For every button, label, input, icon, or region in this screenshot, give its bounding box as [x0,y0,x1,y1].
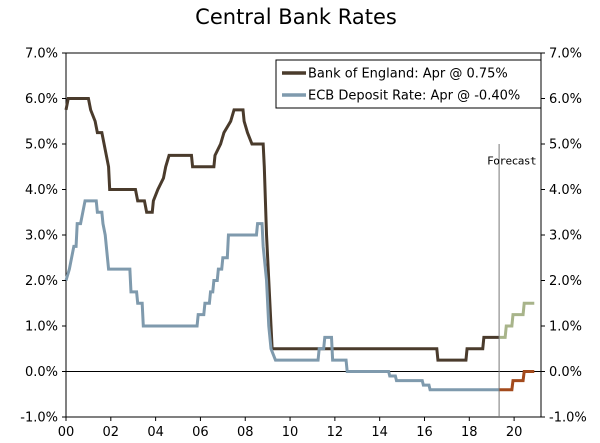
forecast-annotation: Forecast [487,154,536,167]
y-tick-label-left: 1.0% [25,320,58,335]
y-tick-label-left: 0.0% [25,365,58,380]
y-axis-left: 7.0% 6.0% 5.0% 4.0% 3.0% 2.0% 1.0% 0.0% -1.0% [20,47,66,426]
x-tick-label: 06 [192,425,209,440]
series-forecast-ecb-deposit-rate [499,301,535,339]
x-tick-label: 08 [237,425,254,440]
x-tick-label: 16 [416,425,433,440]
y-tick-label-right: -1.0% [549,411,587,426]
y-tick-label-left: 5.0% [25,138,58,153]
y-tick-label-right: 3.0% [549,229,582,244]
y-tick-label-right: 7.0% [549,47,582,62]
y-tick-label-left: 4.0% [25,183,58,198]
y-tick-label-left: -1.0% [20,411,58,426]
y-tick-label-right: 5.0% [549,138,582,153]
y-tick-label-left: 7.0% [25,47,58,62]
y-tick-label-left: 2.0% [25,274,58,289]
y-tick-label-right: 1.0% [549,320,582,335]
legend-box [275,59,542,109]
y-tick-label-right: 0.0% [549,365,582,380]
series-line-bank-of-england [64,97,500,362]
legend-label-ecb-deposit-rate: ECB Deposit Rate: Apr @ -0.40% [308,89,520,104]
x-tick-label: 02 [103,425,120,440]
x-tick-label: 10 [282,425,299,440]
series-forecast-bank-of-england [499,370,535,392]
x-tick-label: 12 [327,425,344,440]
chart-title: Central Bank Rates [195,5,397,29]
y-tick-label-left: 3.0% [25,229,58,244]
y-tick-label-left: 6.0% [25,92,58,107]
y-tick-label-right: 6.0% [549,92,582,107]
y-tick-label-right: 4.0% [549,183,582,198]
legend-label-bank-of-england: Bank of England: Apr @ 0.75% [308,67,508,82]
x-tick-label: 20 [506,425,523,440]
x-tick-label: 00 [58,425,75,440]
y-tick-label-right: 2.0% [549,274,582,289]
legend: Bank of England: Apr @ 0.75% ECB Deposit… [275,59,542,109]
series-line-ecb-deposit-rate [64,199,500,392]
series-layer [64,97,535,392]
x-tick-label: 18 [461,425,478,440]
x-tick-label: 14 [371,425,388,440]
x-axis: 00 02 04 06 08 10 12 14 16 18 20 [58,417,523,440]
y-axis-right: 7.0% 6.0% 5.0% 4.0% 3.0% 2.0% 1.0% 0.0% -1.0% [541,47,587,426]
x-tick-label: 04 [147,425,164,440]
